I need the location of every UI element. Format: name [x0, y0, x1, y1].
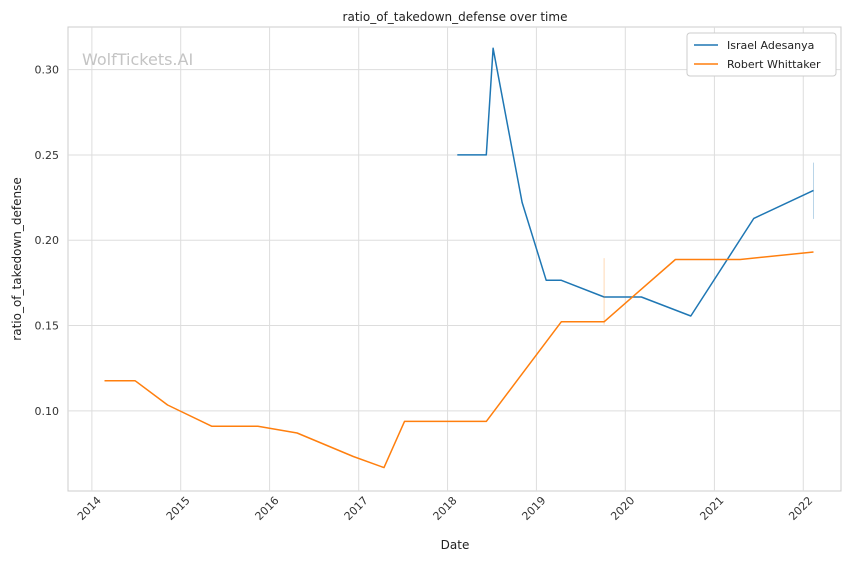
legend-label-adesanya: Israel Adesanya	[727, 39, 814, 52]
y-tick-label: 0.30	[35, 64, 60, 77]
x-tick-label: 2021	[697, 494, 726, 523]
x-tick-label: 2017	[342, 494, 371, 523]
x-tick-label: 2014	[75, 494, 104, 523]
x-tick-label: 2020	[608, 494, 637, 523]
y-tick-label: 0.15	[35, 320, 60, 333]
y-axis-title: ratio_of_takedown_defense	[10, 177, 24, 340]
x-tick-label: 2022	[786, 494, 815, 523]
x-axis-title: Date	[441, 538, 470, 552]
series-1-line	[457, 47, 814, 317]
x-tick-label: 2019	[519, 494, 548, 523]
chart-title: ratio_of_takedown_defense over time	[343, 10, 568, 24]
x-tick-label: 2018	[431, 494, 460, 523]
x-tick-label: 2016	[253, 494, 282, 523]
y-tick-label: 0.10	[35, 405, 60, 418]
watermark: WolfTickets.AI	[82, 50, 193, 69]
series	[104, 47, 814, 469]
x-tick-labels: 2014 2015 2016 2017 2018 2019 2020 2021 2022	[75, 494, 815, 523]
series-2-line	[104, 251, 814, 469]
y-tick-label: 0.25	[35, 149, 60, 162]
legend: Israel Adesanya Robert Whittaker	[686, 32, 837, 77]
legend-box	[686, 32, 837, 77]
y-tick-label: 0.20	[35, 234, 60, 247]
legend-label-whittaker: Robert Whittaker	[727, 58, 821, 71]
y-tick-labels: 0.10 0.15 0.20 0.25 0.30	[35, 64, 60, 418]
x-tick-label: 2015	[164, 494, 193, 523]
